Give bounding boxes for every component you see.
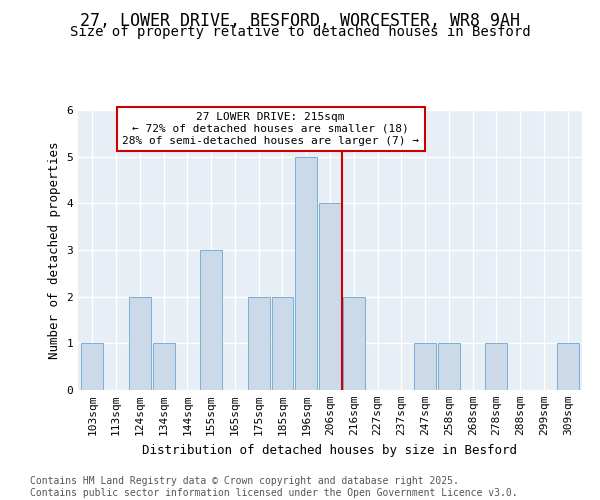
- Bar: [82, 344, 103, 390]
- Bar: [557, 344, 578, 390]
- Bar: [129, 296, 151, 390]
- Bar: [295, 156, 317, 390]
- Bar: [485, 344, 508, 390]
- Bar: [152, 344, 175, 390]
- Bar: [343, 296, 365, 390]
- Bar: [272, 296, 293, 390]
- Text: 27 LOWER DRIVE: 215sqm
← 72% of detached houses are smaller (18)
28% of semi-det: 27 LOWER DRIVE: 215sqm ← 72% of detached…: [122, 112, 419, 146]
- Y-axis label: Number of detached properties: Number of detached properties: [48, 141, 61, 359]
- Bar: [248, 296, 269, 390]
- Bar: [200, 250, 222, 390]
- X-axis label: Distribution of detached houses by size in Besford: Distribution of detached houses by size …: [143, 444, 517, 456]
- Bar: [319, 204, 341, 390]
- Text: Contains HM Land Registry data © Crown copyright and database right 2025.
Contai: Contains HM Land Registry data © Crown c…: [30, 476, 518, 498]
- Bar: [438, 344, 460, 390]
- Bar: [414, 344, 436, 390]
- Text: Size of property relative to detached houses in Besford: Size of property relative to detached ho…: [70, 25, 530, 39]
- Text: 27, LOWER DRIVE, BESFORD, WORCESTER, WR8 9AH: 27, LOWER DRIVE, BESFORD, WORCESTER, WR8…: [80, 12, 520, 30]
